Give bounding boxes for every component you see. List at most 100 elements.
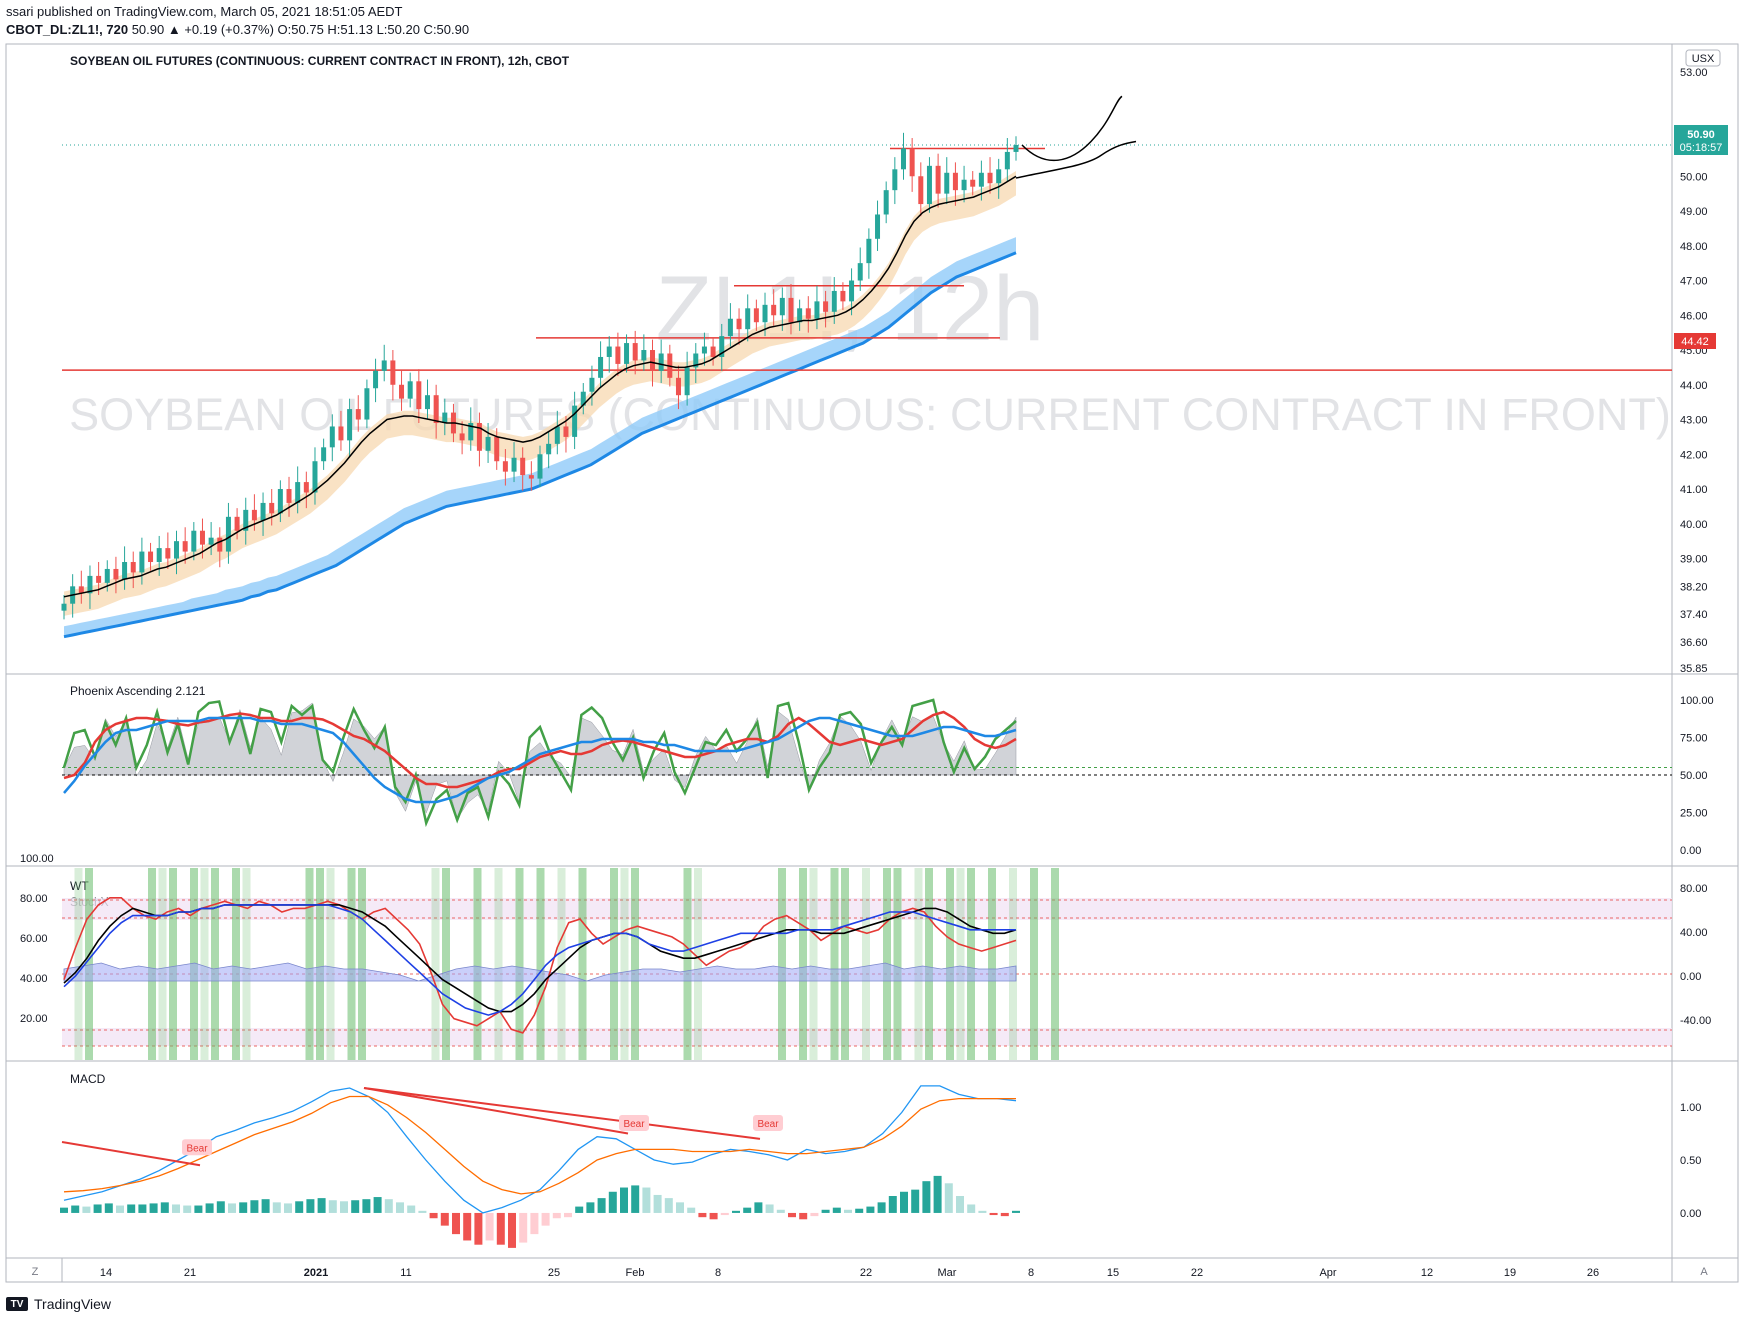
candle-body [468, 422, 474, 441]
time-tick-label: 15 [1107, 1267, 1119, 1279]
candle-body [918, 176, 924, 205]
stochx-signal-bar [494, 868, 503, 1060]
stochx-signal-bar [631, 868, 639, 1060]
candle-body [260, 502, 266, 521]
level-flag [1674, 333, 1716, 349]
price-tick-label: 39.00 [1680, 554, 1708, 566]
macd-histogram-bar [71, 1205, 80, 1213]
candle-body [823, 301, 829, 312]
macd-histogram-bar [776, 1209, 785, 1213]
price-tick-label: 50.00 [1680, 171, 1708, 183]
price-tick-label: 48.00 [1680, 241, 1708, 253]
macd-histogram-bar [720, 1212, 729, 1216]
macd-histogram-bar [788, 1212, 796, 1218]
time-tick-label: Feb [626, 1267, 645, 1279]
candle-body [546, 443, 552, 455]
candle-body [624, 343, 630, 364]
macd-histogram-bar [855, 1208, 864, 1213]
price-tick-label: 43.00 [1680, 415, 1708, 427]
candle-body [537, 454, 543, 479]
phoenix-tick-label: 75.00 [1680, 733, 1708, 745]
wt-right-tick-label: 40.00 [1680, 927, 1708, 939]
currency-badge[interactable] [1685, 49, 1721, 67]
panel-title: Phoenix Ascending 2.121 [70, 684, 206, 698]
last-price-label: 50.90 [1687, 129, 1715, 141]
candle-body [277, 489, 283, 514]
macd-histogram-bar [933, 1175, 942, 1213]
macd-histogram-bar [261, 1199, 270, 1213]
candle-body [234, 516, 240, 531]
candle-body [987, 172, 993, 184]
bear-badge [753, 1114, 783, 1131]
macd-histogram-bar [474, 1212, 483, 1245]
zoom-corner-icon[interactable]: Z [32, 1266, 39, 1278]
chart-title: SOYBEAN OIL FUTURES (CONTINUOUS: CURRENT… [70, 54, 570, 68]
macd-histogram-bar [205, 1203, 214, 1213]
macd-histogram-bar [116, 1205, 124, 1213]
watermark-name: SOYBEAN OIL FUTURES (CONTINUOUS: CURRENT… [69, 389, 1671, 440]
candle-body [814, 301, 820, 319]
macd-histogram-bar [564, 1212, 572, 1218]
macd-histogram-bar [172, 1204, 180, 1213]
macd-histogram-bar [586, 1202, 595, 1213]
candle-body [87, 575, 93, 594]
macd-tick-label: 0.00 [1680, 1208, 1701, 1220]
last-price-flag [1674, 125, 1728, 155]
candle-body [433, 395, 439, 423]
stochx-signal-bar [841, 868, 849, 1060]
footer: TV TradingView [6, 1296, 111, 1312]
price-tick-label: 44.00 [1680, 380, 1708, 392]
candle-body [407, 381, 413, 399]
time-tick-label: 14 [100, 1267, 112, 1279]
time-tick-label: 19 [1504, 1267, 1516, 1279]
stochx-signal-bar [347, 868, 356, 1060]
candle-body [96, 575, 102, 583]
currency-label: USX [1692, 53, 1715, 65]
stochx-signal-bar [893, 868, 902, 1060]
macd-histogram-bar [631, 1185, 640, 1213]
macd-histogram-bar [272, 1202, 281, 1213]
phoenix-tick-label: 100.00 [1680, 695, 1714, 707]
bear-divergence-line [363, 1087, 761, 1140]
wt-right-tick-label: -40.00 [1680, 1015, 1711, 1027]
wt-right-tick-label: 0.00 [1680, 971, 1701, 983]
macd-histogram-bar [597, 1198, 606, 1213]
time-tick-label: 22 [860, 1267, 872, 1279]
bear-divergence-line [61, 1141, 201, 1167]
candle-body [978, 172, 984, 187]
price-tick-label: 38.20 [1680, 581, 1708, 593]
macd-histogram-bar [552, 1212, 561, 1219]
candle-body [641, 350, 647, 361]
bear-badge-label: Bear [623, 1119, 645, 1130]
macd-histogram-bar [530, 1212, 539, 1235]
autoscale-corner-icon[interactable]: A [1700, 1266, 1708, 1278]
bear-badge [619, 1114, 649, 1131]
macd-histogram-bar [810, 1212, 819, 1217]
macd-histogram-bar [295, 1201, 304, 1213]
candle-body [693, 353, 699, 368]
price-tick-label: 42.00 [1680, 449, 1708, 461]
phoenix-fast-line [62, 698, 1017, 828]
candle-body [849, 280, 855, 302]
candle-body [225, 516, 231, 552]
candle-body [303, 482, 309, 493]
candle-body [658, 353, 664, 371]
macd-panel: MACD 1.00 0.50 0.00 Bear Bear Bear [60, 1072, 1701, 1248]
candle-body [78, 586, 84, 594]
macd-histogram-bar [676, 1202, 684, 1213]
macd-histogram-bar [832, 1207, 841, 1213]
candle-body [572, 405, 578, 437]
panel-title: MACD [70, 1072, 106, 1086]
overbought-zone [62, 898, 1672, 920]
candle-body [883, 190, 889, 215]
stochx-signal-bar [988, 868, 996, 1060]
stochx-signal-bar [694, 868, 702, 1060]
candle-body [182, 541, 188, 552]
candle-body [122, 562, 128, 580]
phoenix-panel: Phoenix Ascending 2.121 100.00 75.00 50.00 2… [62, 684, 1714, 857]
candle-body [364, 388, 370, 420]
macd-histogram-bar [709, 1212, 718, 1220]
wt-left-tick-label: 80.00 [20, 893, 48, 905]
price-tick-label: 41.00 [1680, 484, 1708, 496]
